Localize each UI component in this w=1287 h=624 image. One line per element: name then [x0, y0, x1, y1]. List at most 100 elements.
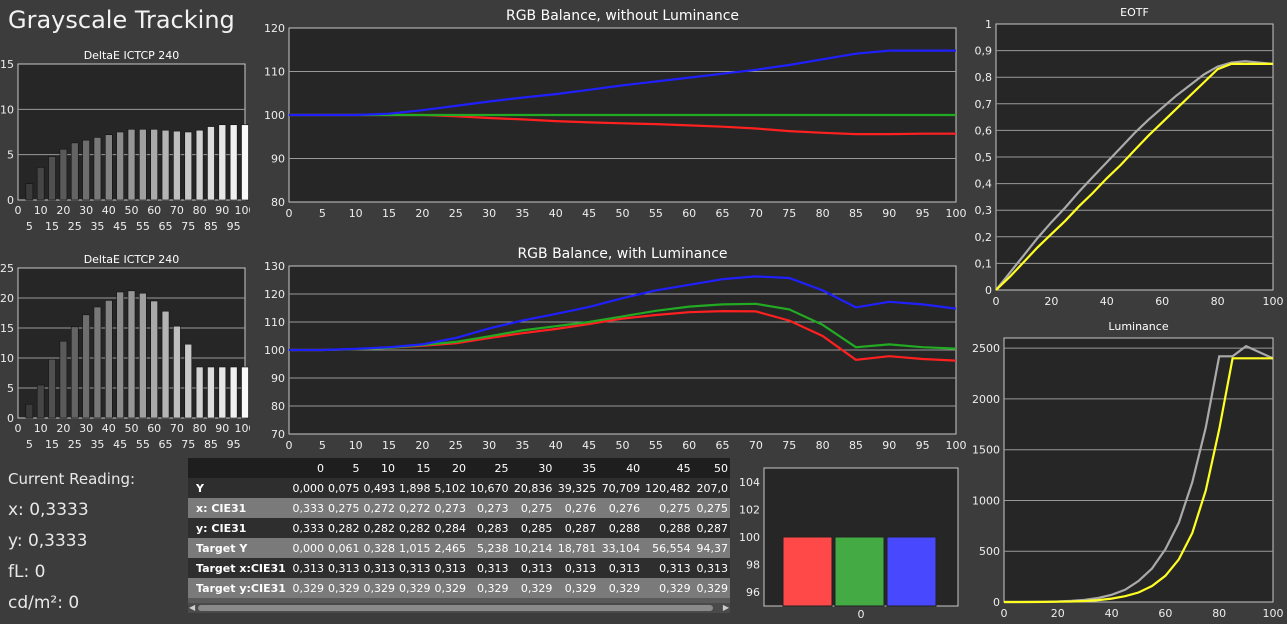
y-tick-label: 110: [264, 66, 285, 79]
table-cell: 0,329: [520, 581, 553, 595]
app-title: Grayscale Tracking: [8, 6, 235, 34]
x-tick-label: 20: [1051, 607, 1065, 620]
x-tick-label: 40: [1105, 607, 1119, 620]
table-cell: 5,238: [477, 541, 509, 555]
x-tick-label: 50: [125, 422, 139, 435]
x-tick-label: 10: [349, 207, 363, 220]
deltae-bar: [127, 290, 136, 419]
table-cell: 10,214: [513, 541, 553, 555]
rgb-bar-red: [782, 536, 833, 607]
table-cell: 2,465: [434, 541, 467, 555]
chart-title: RGB Balance, without Luminance: [506, 8, 739, 24]
deltae-bar: [195, 129, 204, 201]
table-cell: 0,329: [696, 581, 729, 595]
reading-y: y: 0,3333: [8, 531, 88, 551]
x-tick-label: 45: [113, 220, 127, 233]
deltae-bar: [218, 124, 227, 201]
x-tick-label: 60: [1158, 607, 1172, 620]
x-tick-label: 0: [286, 207, 293, 220]
table-cell: 1,015: [399, 541, 431, 555]
deltae-bar: [116, 131, 124, 201]
table-cell: 0,313: [696, 561, 729, 575]
table-cell: 39,325: [557, 481, 597, 495]
x-tick-label: 70: [170, 204, 184, 217]
x-tick-label: 45: [113, 438, 127, 451]
x-tick-label: 75: [782, 207, 796, 220]
x-tick-label: 25: [449, 207, 463, 220]
x-tick-label: 95: [227, 220, 241, 233]
x-tick-label: 10: [349, 439, 363, 452]
reading-cdm2: cd/m²: 0: [8, 593, 80, 613]
table-column-header: 20: [432, 458, 469, 478]
deltae-bar: [150, 128, 158, 201]
table-cell: 0,284: [434, 521, 467, 535]
y-tick-label: 5: [7, 149, 14, 162]
x-tick-label: 5: [319, 207, 326, 220]
table-cell: 0,273: [434, 501, 467, 515]
x-tick-label: 65: [716, 439, 730, 452]
y-tick-label: 110: [264, 316, 285, 329]
x-tick-label: 55: [649, 439, 663, 452]
x-tick-label: 100: [946, 439, 967, 452]
x-tick-label: 20: [1044, 295, 1058, 308]
x-tick-label: 95: [916, 439, 930, 452]
table-cell: 0,275: [696, 501, 729, 515]
x-tick-label: 60: [682, 207, 696, 220]
table-cell: 1,898: [399, 481, 431, 495]
y-tick-label: 102: [739, 503, 760, 516]
deltae-bar: [150, 300, 158, 419]
table-cell: 0,285: [520, 521, 553, 535]
table-cell: 0,313: [564, 561, 597, 575]
table-cell: 0,329: [477, 581, 509, 595]
table-cell: 10,670: [470, 481, 509, 495]
x-tick-label: 70: [749, 439, 763, 452]
scrollbar-thumb[interactable]: [198, 605, 713, 611]
deltae-bar: [70, 142, 79, 201]
scroll-right-icon[interactable]: ▶: [722, 603, 729, 612]
table-row: y: CIE31 0,333 0,282 0,282 0,282 0,284 0,283 0,…: [188, 518, 730, 538]
table-cell: 0,313: [477, 561, 509, 575]
x-tick-label: 30: [482, 207, 496, 220]
table-cell: 5,102: [434, 481, 467, 495]
y-tick-label: 1: [985, 18, 992, 31]
y-tick-label: 5: [7, 382, 14, 395]
plot-area: [1003, 337, 1274, 603]
table-row: Y 0,000 0,075 0,493 1,898 5,102 10,670 20,836 39…: [188, 478, 730, 498]
table-cell: 20,836: [513, 481, 553, 495]
deltae-bar: [229, 124, 238, 201]
table-cell: 0,282: [363, 521, 396, 535]
table-cell: 0,329: [564, 581, 597, 595]
deltae-bar: [25, 183, 34, 201]
y-tick-label: 98: [746, 559, 760, 572]
deltae-bar: [218, 366, 227, 419]
table-cell: 0,272: [399, 501, 431, 515]
y-tick-label: 0,9: [975, 45, 993, 58]
x-tick-label: 20: [56, 422, 70, 435]
deltae-bar: [127, 128, 136, 201]
x-tick-label: 45: [582, 207, 596, 220]
x-tick-label: 25: [68, 220, 82, 233]
table-horizontal-scrollbar[interactable]: ◀ ▶: [188, 603, 730, 613]
eotf-chart: EOTF 0 0,1 0,2 0,3 0,4 0,5 0,6 0,7 0,8 0,9 1 0 20 40 60…: [975, 6, 1284, 308]
table-cell: 70,709: [601, 481, 641, 495]
deltae-bar: [82, 139, 90, 201]
deltae-bar: [173, 130, 181, 201]
scroll-left-icon[interactable]: ◀: [189, 603, 196, 612]
deltae-bar: [105, 134, 113, 201]
x-tick-label: 5: [26, 438, 33, 451]
table-column-header: 45: [642, 458, 693, 478]
table-cell: 0,287: [696, 521, 729, 535]
chart-title: EOTF: [1120, 6, 1149, 19]
measurement-table-container[interactable]: 0 5 10 15 20 25 30 35 40 45 50 Y 0,000 0,075 0,493 1,8…: [188, 458, 730, 613]
deltae-bar: [48, 156, 56, 201]
series-line-yellow: [995, 62, 1273, 291]
table-cell: 0,313: [434, 561, 467, 575]
table-cell: 0,329: [659, 581, 691, 595]
y-tick-label: 2000: [972, 393, 1000, 406]
x-tick-label: 80: [816, 207, 830, 220]
x-tick-label: 60: [1155, 295, 1169, 308]
table-cell: 0,313: [659, 561, 691, 575]
table-cell: 0,313: [520, 561, 553, 575]
x-tick-label: 30: [79, 204, 93, 217]
